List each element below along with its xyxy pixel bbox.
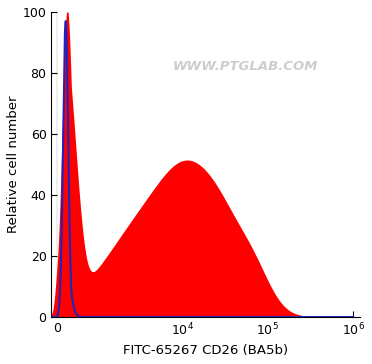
X-axis label: FITC-65267 CD26 (BA5b): FITC-65267 CD26 (BA5b) (123, 344, 288, 357)
Y-axis label: Relative cell number: Relative cell number (7, 96, 20, 233)
Text: WWW.PTGLAB.COM: WWW.PTGLAB.COM (173, 60, 318, 74)
